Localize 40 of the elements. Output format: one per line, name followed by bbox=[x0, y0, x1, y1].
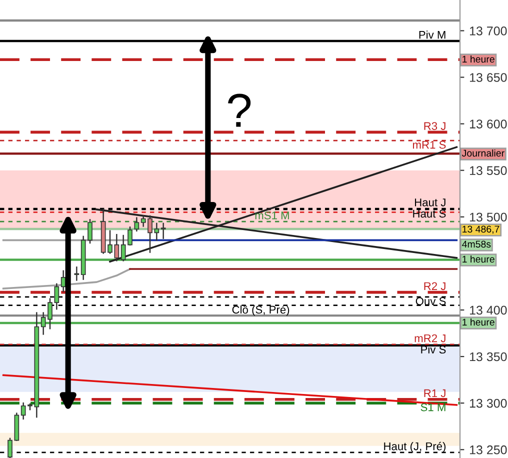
candlestick bbox=[48, 298, 52, 330]
candlestick bbox=[74, 266, 80, 281]
candlestick bbox=[60, 270, 66, 292]
ref-line-label: S1 M bbox=[420, 403, 446, 412]
y-tick-label: 13 400 bbox=[470, 306, 507, 315]
ref-line-label: Clô (S, Pré) bbox=[232, 305, 290, 316]
candlestick bbox=[40, 312, 46, 335]
ref-line-label: R2 J bbox=[424, 282, 446, 290]
y-tick-label: 13 250 bbox=[470, 445, 507, 454]
candlestick bbox=[134, 217, 140, 232]
text: 4m58s bbox=[462, 240, 491, 248]
candlestick bbox=[54, 283, 60, 310]
y-tick-label: 13 550 bbox=[470, 166, 507, 176]
ref-line-label: R1 J bbox=[424, 389, 446, 398]
y-tick-label: 13 650 bbox=[470, 73, 507, 82]
y-tick-label: 13 500 bbox=[470, 212, 507, 222]
text: Journalier bbox=[462, 149, 504, 157]
ref-line-label: mS1 M bbox=[255, 211, 289, 220]
candlestick bbox=[20, 402, 26, 420]
ref-line-label: mR1 S bbox=[412, 140, 446, 149]
candlestick bbox=[8, 438, 12, 458]
y-tick-label: 13 700 bbox=[470, 26, 507, 36]
ref-line-label: Piv M bbox=[419, 30, 446, 39]
line-series bbox=[2, 268, 131, 290]
ref-line-label: Ouv S bbox=[416, 297, 446, 306]
y-tick-label: 13 300 bbox=[470, 398, 507, 408]
candlestick bbox=[160, 222, 166, 239]
text: 1 heure bbox=[462, 318, 494, 326]
ref-line-label: Haut J bbox=[415, 198, 446, 206]
candlestick bbox=[88, 219, 92, 244]
text: 1 heure bbox=[462, 55, 494, 63]
annotation: ? bbox=[228, 94, 251, 127]
ref-line-label: mR2 J bbox=[414, 334, 446, 342]
text: 1 heure bbox=[462, 255, 494, 263]
y-tick-label: 13 600 bbox=[470, 120, 507, 128]
ref-line-label: R3 J bbox=[424, 122, 446, 130]
text: 13 486,7 bbox=[462, 226, 500, 234]
ref-line-label: Haut (J, Pré) bbox=[384, 442, 446, 452]
y-tick-label: 13 350 bbox=[470, 352, 507, 362]
ref-line-label: Haut S bbox=[413, 210, 446, 218]
